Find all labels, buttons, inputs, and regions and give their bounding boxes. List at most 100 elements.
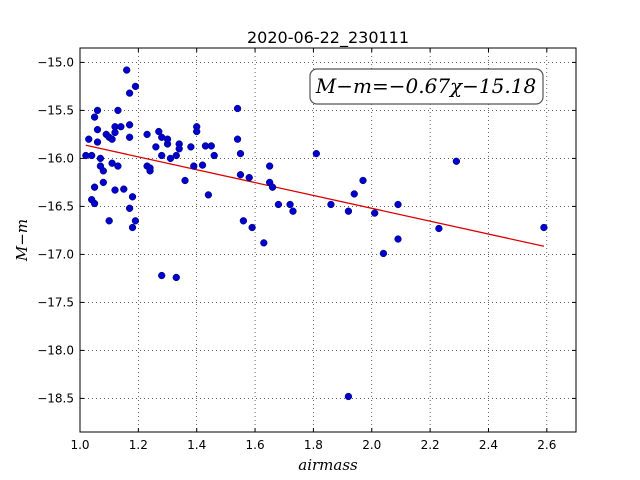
data-point bbox=[312, 149, 320, 158]
fit-line bbox=[85, 144, 545, 247]
data-point bbox=[204, 191, 213, 199]
data-point bbox=[105, 217, 113, 225]
data-point bbox=[99, 178, 107, 187]
x-tick-label: 2.4 bbox=[479, 438, 498, 452]
data-point bbox=[155, 127, 163, 136]
fit-annotation-box bbox=[309, 68, 544, 105]
data-point bbox=[93, 106, 102, 115]
data-point bbox=[265, 162, 274, 170]
data-point bbox=[172, 151, 180, 160]
data-point bbox=[210, 151, 218, 160]
data-point bbox=[193, 127, 201, 136]
data-point bbox=[344, 392, 353, 401]
data-point bbox=[125, 133, 134, 141]
data-point bbox=[187, 143, 195, 151]
data-point bbox=[125, 121, 134, 129]
data-point bbox=[93, 138, 102, 146]
x-tick-label: 1.4 bbox=[187, 438, 206, 452]
data-points bbox=[82, 66, 548, 401]
data-point bbox=[114, 162, 122, 170]
y-tick-label: −15.0 bbox=[37, 55, 74, 69]
data-point bbox=[289, 207, 297, 215]
data-point bbox=[181, 176, 189, 185]
chart-title: 2020-06-22_230111 bbox=[247, 28, 409, 48]
data-point bbox=[114, 106, 122, 115]
x-tick-label: 1.6 bbox=[246, 438, 265, 452]
data-point bbox=[111, 186, 119, 194]
y-axis-ticks: −15.0 −15.5 −16.0 −16.5 −17.0 −17.5 −18.0 −18.5 bbox=[37, 55, 576, 405]
fit-line-layer bbox=[85, 144, 545, 247]
x-tick-label: 2.0 bbox=[362, 438, 381, 452]
data-point bbox=[268, 183, 277, 191]
data-point bbox=[99, 167, 107, 175]
y-tick-label: −16.0 bbox=[37, 151, 74, 165]
data-point bbox=[163, 135, 172, 143]
data-point bbox=[108, 135, 116, 143]
data-point bbox=[359, 176, 367, 185]
data-point bbox=[175, 145, 183, 153]
data-point bbox=[435, 224, 443, 233]
fit-annotation: M−m=−0.67χ−15.18 bbox=[309, 68, 544, 105]
data-point bbox=[125, 204, 134, 212]
data-point bbox=[128, 193, 137, 201]
data-point bbox=[90, 199, 99, 208]
data-point bbox=[350, 190, 358, 198]
x-axis-ticks: 1.0 1.2 1.4 1.6 1.8 2.0 2.2 2.4 2.6 bbox=[70, 48, 556, 452]
data-point bbox=[96, 154, 105, 163]
data-point bbox=[233, 104, 242, 113]
x-tick-label: 1.0 bbox=[70, 438, 89, 452]
data-point bbox=[344, 207, 353, 215]
data-point bbox=[248, 223, 256, 232]
data-point bbox=[90, 183, 99, 191]
data-point bbox=[452, 157, 461, 165]
data-point bbox=[172, 273, 180, 282]
data-point bbox=[394, 200, 402, 209]
y-axis-label: M−m bbox=[13, 219, 31, 262]
data-point bbox=[540, 223, 548, 232]
data-point bbox=[123, 66, 131, 74]
x-tick-label: 2.6 bbox=[537, 438, 556, 452]
y-tick-label: −18.5 bbox=[37, 391, 74, 405]
data-point bbox=[143, 130, 151, 139]
x-tick-label: 2.2 bbox=[421, 438, 440, 452]
data-point bbox=[274, 200, 283, 209]
data-point bbox=[236, 149, 245, 158]
data-point bbox=[245, 173, 253, 182]
data-point bbox=[88, 151, 96, 160]
data-point bbox=[158, 151, 166, 160]
data-point bbox=[260, 239, 268, 247]
data-point bbox=[371, 209, 379, 217]
data-point bbox=[166, 154, 175, 163]
data-point bbox=[190, 162, 198, 170]
data-point bbox=[286, 200, 294, 209]
plot-frame bbox=[79, 47, 577, 433]
data-point bbox=[128, 223, 137, 232]
data-point bbox=[108, 159, 116, 167]
data-point bbox=[111, 128, 119, 137]
y-tick-label: −15.5 bbox=[37, 103, 74, 117]
data-point bbox=[379, 249, 388, 258]
data-point bbox=[117, 123, 125, 131]
data-point bbox=[85, 135, 93, 143]
data-point bbox=[233, 135, 242, 143]
data-point bbox=[327, 200, 335, 209]
data-point bbox=[158, 271, 166, 280]
data-point bbox=[394, 235, 402, 243]
data-point bbox=[125, 89, 134, 97]
y-tick-label: −16.5 bbox=[37, 199, 74, 213]
x-axis-label: airmass bbox=[298, 456, 358, 474]
y-tick-label: −17.5 bbox=[37, 295, 74, 309]
data-point bbox=[120, 185, 128, 193]
x-tick-label: 1.2 bbox=[129, 438, 148, 452]
data-point bbox=[236, 171, 245, 179]
data-point bbox=[207, 142, 215, 150]
data-point bbox=[90, 113, 99, 121]
data-point bbox=[131, 217, 140, 225]
data-point bbox=[146, 164, 154, 172]
data-point bbox=[131, 82, 140, 91]
data-point bbox=[93, 125, 102, 134]
fit-annotation-text: M−m=−0.67χ−15.18 bbox=[315, 74, 536, 98]
y-tick-label: −18.0 bbox=[37, 343, 74, 357]
y-tick-label: −17.0 bbox=[37, 247, 74, 261]
